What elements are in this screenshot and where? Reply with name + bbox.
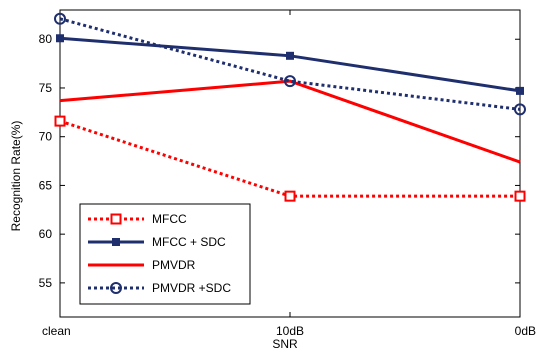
legend-label: PMVDR xyxy=(152,258,196,272)
legend-label: PMVDR +SDC xyxy=(152,281,231,295)
y-tick-label: 80 xyxy=(39,32,53,46)
data-point xyxy=(54,12,66,25)
series-line xyxy=(59,17,521,111)
data-point xyxy=(56,34,64,43)
legend-marker xyxy=(112,238,120,246)
y-tick-label: 60 xyxy=(39,227,53,241)
series-layer xyxy=(54,12,526,202)
y-tick-label: 75 xyxy=(39,81,53,95)
legend: MFCC MFCC + SDC PMVDR PMVDR +SDC xyxy=(79,203,251,305)
legend-item: PMVDR +SDC xyxy=(88,281,231,295)
series-1 xyxy=(56,34,524,95)
data-point xyxy=(284,190,296,202)
x-axis: clean 10dB 0dB xyxy=(42,10,536,338)
data-point xyxy=(516,86,524,95)
y-axis: 55 60 65 70 75 80 xyxy=(39,32,520,290)
x-axis-label: SNR xyxy=(272,337,298,351)
series-0 xyxy=(54,115,526,202)
data-point xyxy=(514,190,526,202)
y-axis-label: Recognition Rate(%) xyxy=(9,121,23,232)
data-point xyxy=(514,103,526,116)
legend-label: MFCC xyxy=(152,212,187,226)
legend-label: MFCC + SDC xyxy=(152,235,226,249)
y-tick-label: 70 xyxy=(39,130,53,144)
legend-marker xyxy=(110,282,122,294)
legend-marker xyxy=(110,213,122,225)
series-3 xyxy=(54,12,526,116)
series-line xyxy=(59,36,521,93)
legend-item: MFCC + SDC xyxy=(88,235,226,249)
data-point xyxy=(54,115,66,127)
legend-item: MFCC xyxy=(88,212,187,226)
y-tick-label: 55 xyxy=(39,276,53,290)
data-point xyxy=(284,75,296,88)
legend-item: PMVDR xyxy=(88,258,196,272)
data-point xyxy=(286,51,294,60)
series-2 xyxy=(59,79,521,164)
series-line xyxy=(59,119,520,198)
y-tick-label: 65 xyxy=(39,178,53,192)
x-tick-label: 10dB xyxy=(276,324,304,338)
series-line xyxy=(59,79,521,164)
x-tick-label: clean xyxy=(42,324,71,338)
x-tick-label: 0dB xyxy=(515,324,536,338)
